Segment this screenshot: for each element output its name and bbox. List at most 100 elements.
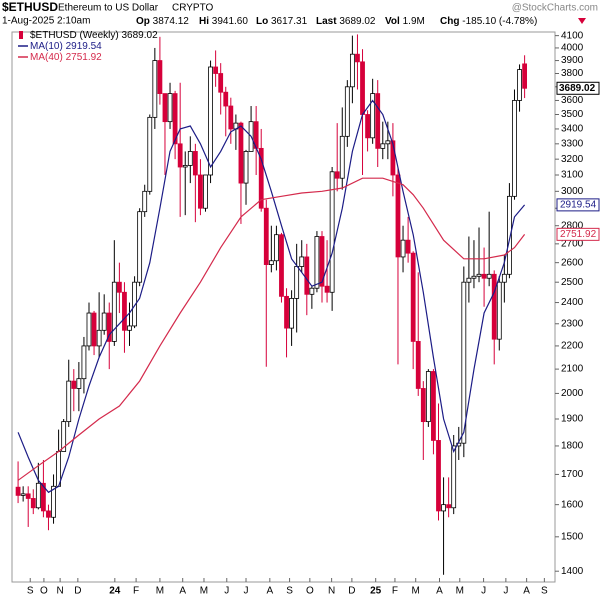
candle-body [415,341,421,389]
stat-label: Op [136,16,150,27]
candle-body [258,147,264,209]
candle-body [466,277,472,283]
legend-entry: MA(40) 2751.92 [30,52,102,63]
stat-value: 3617.31 [271,16,308,27]
candle-body [380,143,386,149]
y-tick-label: 2500 [561,277,584,288]
candle-body [228,105,234,130]
value-tag: 3689.02 [559,83,596,94]
candle-body [431,371,436,441]
stat: Last 3689.02 [316,16,376,27]
x-tick-label: N [328,586,335,597]
stat-label: Vol [385,16,400,27]
candle-body [370,93,376,139]
value-tag-box [556,227,600,241]
y-tick-label: 3800 [561,68,584,79]
x-tick-label: D [74,586,81,597]
candle-body [208,66,213,176]
y-tick-label: 1900 [561,414,584,425]
stat-label: Hi [199,16,209,27]
stat-value: 1.9M [403,16,425,27]
y-tick-label: 2000 [561,388,584,399]
x-tick-label: 24 [109,586,121,597]
x-tick-label: N [57,586,64,597]
x-tick-label: A [266,586,273,597]
candle-body [147,116,153,192]
stat: Chg -185.10 (-4.78%) [440,16,537,27]
y-tick-label: 3400 [561,124,584,135]
candle-body [304,256,310,295]
x-tick-label: O [40,586,48,597]
candle-body [486,273,492,279]
candle-body [213,66,219,74]
candle-body [425,371,431,423]
candle-body [172,93,178,145]
y-tick-label: 3600 [561,95,584,106]
candle-body [390,140,396,176]
candle-body [25,493,31,499]
change-arrow [578,18,586,24]
candle-body [51,485,56,518]
symbol: $ETHUSD [2,0,58,14]
candle-body [41,482,46,512]
candle-body [116,281,122,293]
candle-body [111,281,117,342]
candle-body [106,312,112,342]
legend-entry: MA(10) 2919.54 [30,41,102,52]
y-tick-label: 3100 [561,170,584,181]
candle-body [15,486,21,496]
y-tick-label: 2100 [561,364,584,375]
candle-body [491,273,497,340]
candle-body [355,53,360,63]
candle-body [451,445,457,509]
x-tick-label: D [348,586,355,597]
candle-body [20,493,26,496]
y-tick-label: 3900 [561,55,584,66]
y-tick-label: 4100 [561,30,584,41]
candle-body [507,195,512,275]
candle-body [481,273,487,279]
ma-line [17,177,526,481]
x-tick-label: M [456,586,464,597]
candle-body [177,143,183,168]
y-tick-label: 2800 [561,220,584,231]
y-tick-label: 2300 [561,318,584,329]
candle-body [284,295,289,329]
stat-value: 3689.02 [339,16,376,27]
candle-body [157,60,163,94]
candle-body [436,440,441,512]
x-tick-label: O [306,586,314,597]
x-tick-label: J [244,586,249,597]
candle-body [198,174,203,209]
candle-body [167,93,173,123]
candle-body [274,234,279,262]
candle-body [496,281,502,340]
legend-name: MA(10) [30,41,63,52]
candle-body [471,275,477,279]
candle-body [46,510,51,518]
candle-body [410,252,416,342]
x-tick-label: M [200,586,208,597]
x-tick-label: S [286,586,293,597]
x-tick-label: M [412,586,420,597]
candle-body [223,91,229,107]
y-tick-label: 3000 [561,186,584,197]
candle-body [132,281,137,327]
candle-body [268,260,274,265]
date: 1-Aug-2025 2:10am [2,16,90,27]
x-tick-label: J [503,586,508,597]
candle-body [122,291,127,331]
candle-body [461,281,467,444]
candle-body [142,190,148,213]
candle-body [400,239,406,258]
candle-body [203,174,208,209]
candle-body [476,273,482,277]
candle-body [243,151,249,184]
x-tick-label: J [224,586,229,597]
candle-body [344,86,350,137]
plot-frame [11,31,556,583]
stat-label: Chg [440,16,459,27]
y-tick-label: 2400 [561,297,584,308]
candle-body [299,256,305,267]
